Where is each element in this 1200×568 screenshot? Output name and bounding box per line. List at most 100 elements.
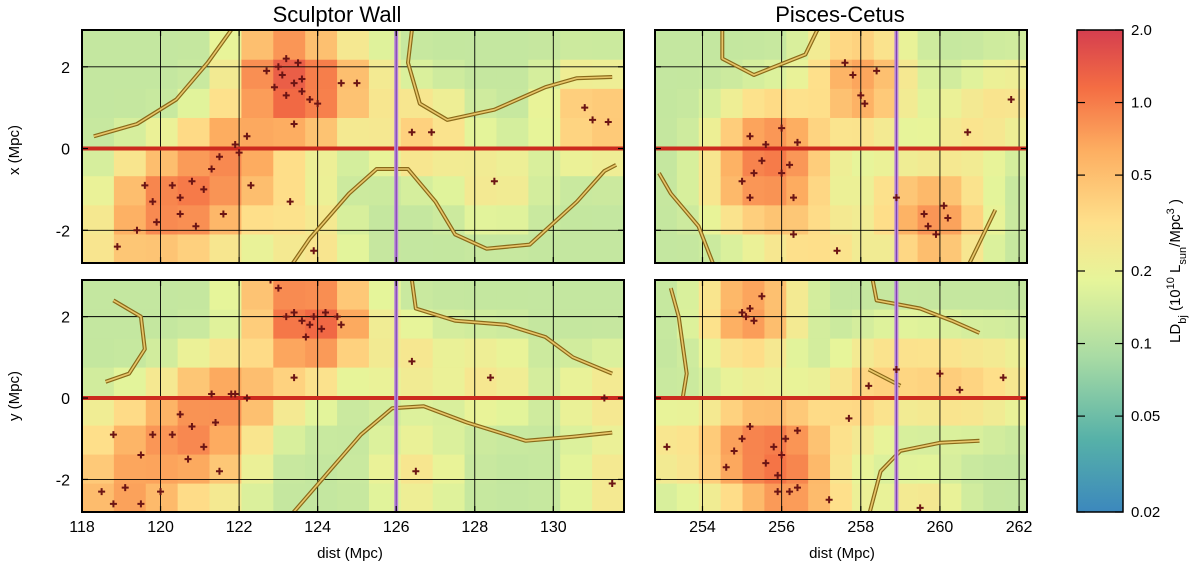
heat-cell: [337, 367, 370, 397]
heat-cell: [241, 88, 274, 118]
data-point-marker: [137, 500, 145, 508]
heat-cell: [808, 117, 831, 148]
heat-cell: [676, 117, 700, 148]
data-point-marker: [137, 451, 145, 459]
heat-cell: [145, 59, 179, 89]
heat-cell: [464, 396, 498, 426]
heat-cell: [830, 88, 853, 118]
data-point-marker: [231, 390, 239, 398]
heat-cell: [720, 204, 744, 235]
heat-cell: [592, 396, 624, 426]
heat-cell: [464, 175, 498, 206]
heat-cell: [1005, 30, 1027, 60]
heat-cell: [961, 338, 984, 368]
heat-cell: [432, 233, 466, 263]
heat-cell: [528, 233, 561, 263]
heat-cell: [177, 233, 211, 263]
heat-cell: [496, 175, 529, 206]
heat-cell: [560, 280, 593, 310]
contour-line-core: [93, 30, 232, 138]
heat-cell: [873, 483, 897, 512]
heat-cell: [983, 59, 1006, 89]
data-point-marker: [274, 284, 282, 292]
data-point-marker: [774, 471, 782, 479]
colorbar-tick-label: 1.0: [1131, 95, 1152, 112]
xlabel-left: dist (Mpc): [317, 545, 383, 562]
heat-cell: [808, 338, 831, 368]
heat-cell: [560, 367, 593, 397]
heat-cell: [939, 30, 962, 60]
heat-cell: [676, 146, 700, 177]
heat-cell: [400, 367, 434, 397]
x-tick-label: 118: [69, 519, 95, 536]
heat-cell: [786, 396, 809, 426]
heat-cell: [742, 396, 766, 426]
data-point-marker: [298, 87, 306, 95]
data-point-marker: [109, 500, 117, 508]
heat-cell: [939, 204, 962, 235]
data-point-marker: [149, 198, 157, 206]
heat-cell: [400, 425, 434, 455]
data-point-marker: [750, 169, 758, 177]
heat-cell: [983, 30, 1006, 60]
data-point-marker: [298, 317, 306, 325]
data-point-marker: [408, 128, 416, 136]
heat-cell: [983, 483, 1006, 512]
ylabel-top: x (Mpc): [6, 125, 23, 175]
panel-sculptor-y: 118 120 122 124 126 128 130 2 0 -2: [56, 279, 625, 536]
heat-cell: [655, 367, 678, 397]
heat-cell: [464, 117, 498, 148]
heat-cell: [808, 425, 831, 455]
data-point-marker: [924, 222, 932, 230]
data-point-marker: [999, 374, 1007, 382]
heat-cell: [917, 338, 941, 368]
data-point-marker: [746, 304, 754, 312]
heat-cell: [400, 483, 434, 512]
heat-cell: [830, 338, 853, 368]
heat-cell: [851, 204, 875, 235]
heat-cell: [983, 88, 1006, 118]
heat-cell: [764, 396, 787, 426]
heat-cell: [786, 175, 809, 206]
heat-cell: [337, 338, 370, 368]
heat-cell: [961, 30, 984, 60]
heat-cell: [961, 483, 984, 512]
heat-cell: [209, 146, 243, 177]
heat-cell: [698, 454, 722, 484]
heat-cell: [241, 59, 274, 89]
heat-cell: [464, 454, 498, 484]
heat-cell: [808, 204, 831, 235]
heat-cell: [961, 88, 984, 118]
heat-cell: [786, 280, 809, 310]
heat-cell: [337, 88, 370, 118]
data-point-marker: [750, 317, 758, 325]
heat-cell: [241, 175, 274, 206]
heat-cell: [917, 280, 941, 310]
data-point-marker: [742, 313, 750, 321]
heat-cell: [655, 454, 678, 484]
heat-cell: [655, 483, 678, 512]
data-point-marker: [833, 247, 841, 255]
data-point-marker: [608, 480, 616, 488]
heat-cell: [983, 454, 1006, 484]
heat-cell: [464, 338, 498, 368]
heat-cell: [808, 367, 831, 397]
data-point-marker: [133, 226, 141, 234]
contour-line-core: [411, 280, 613, 375]
data-point-marker: [490, 177, 498, 185]
heat-cell: [808, 233, 831, 263]
heat-cell: [82, 396, 115, 426]
heat-cell: [337, 204, 370, 235]
heat-cell: [917, 233, 941, 263]
data-point-marker: [153, 218, 161, 226]
heat-cell: [113, 396, 147, 426]
heat-cell: [400, 146, 434, 177]
heat-cell: [241, 309, 274, 339]
heat-cell: [337, 233, 370, 263]
heat-cell: [145, 30, 179, 60]
heat-cell: [209, 425, 243, 455]
heat-cell: [273, 233, 306, 263]
x-tick-label: 260: [927, 519, 954, 536]
xlabel-right: dist (Mpc): [809, 545, 875, 562]
heat-cell: [177, 175, 211, 206]
